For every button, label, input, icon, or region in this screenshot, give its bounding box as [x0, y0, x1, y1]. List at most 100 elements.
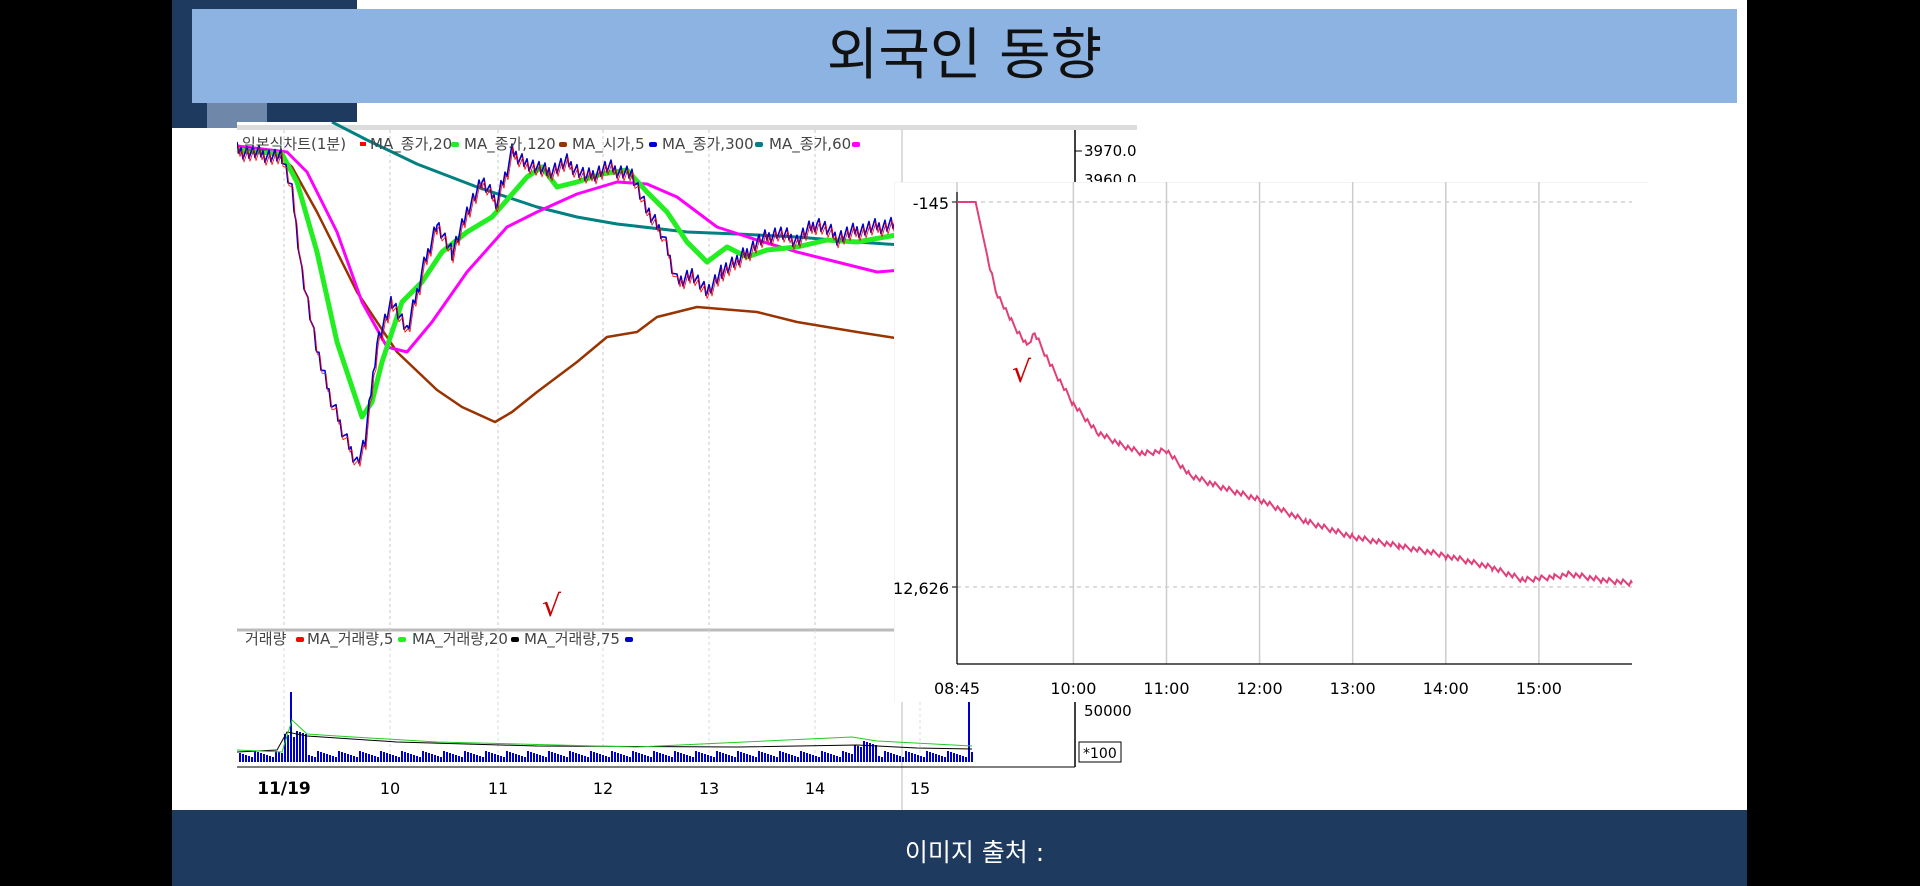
- volume-bar: [683, 754, 685, 762]
- volume-bar: [749, 755, 751, 762]
- volume-bar: [716, 751, 718, 762]
- volume-bar: [512, 753, 514, 762]
- volume-bar: [440, 757, 442, 762]
- volume-bar: [344, 753, 346, 762]
- volume-bar: [443, 751, 445, 762]
- volume-bar: [620, 754, 622, 762]
- volume-bar: [932, 753, 934, 762]
- volume-bar: [731, 756, 733, 762]
- volume-bar: [719, 752, 721, 762]
- volume-bar: [389, 754, 391, 762]
- volume-bar: [398, 757, 400, 762]
- volume-bar: [752, 756, 754, 762]
- slide-title: 외국인 동향: [826, 23, 1103, 88]
- volume-bar: [845, 752, 847, 762]
- volume-bar: [317, 751, 319, 762]
- volume-bar: [500, 756, 502, 762]
- volume-bar: [839, 757, 841, 762]
- volume-bar: [881, 757, 883, 762]
- right-annotation-check: √: [1012, 355, 1032, 390]
- candle-shadow-line: [237, 144, 903, 467]
- volume-bar: [575, 753, 577, 762]
- volume-bar: [686, 755, 688, 762]
- volume-bar: [509, 752, 511, 762]
- volume-bar: [326, 754, 328, 762]
- legend-swatch-2: [649, 142, 657, 147]
- foreign-series-line: [957, 201, 1633, 588]
- volume-bar: [239, 753, 241, 762]
- volume-bar: [503, 757, 505, 762]
- volume-bar: [794, 756, 796, 762]
- volume-bar: [428, 753, 430, 762]
- right-x-tick-4: 13:00: [1330, 679, 1376, 698]
- chart-legend: 일본식차트(1분) MA_종가,20 MA_종가,120 MA_시가,5 MA_종가,3…: [242, 135, 860, 154]
- volume-bar: [827, 753, 829, 762]
- volume-bar: [947, 751, 949, 762]
- volume-bar: [539, 755, 541, 762]
- volume-bar: [548, 751, 550, 762]
- ma-open-5-line: [237, 150, 903, 424]
- volume-bar: [491, 753, 493, 762]
- volume-bar: [407, 753, 409, 762]
- volume-bar: [584, 756, 586, 762]
- volume-bar: [830, 754, 832, 762]
- legend-item-4: MA_종가,60: [769, 135, 851, 154]
- foreign-net-buy-line: [957, 201, 1633, 588]
- volume-bar: [608, 757, 610, 762]
- volume-bar: [773, 756, 775, 762]
- volume-bar: [455, 755, 457, 762]
- volume-bar: [524, 757, 526, 762]
- volume-bar: [302, 733, 304, 762]
- volume-bar: [263, 754, 265, 762]
- volume-bar: [689, 756, 691, 762]
- volume-bar: [866, 742, 868, 762]
- volume-bar: [782, 752, 784, 762]
- volume-bar: [290, 692, 292, 762]
- volume-bar: [650, 757, 652, 762]
- x-tick-0: 11/19: [257, 779, 311, 799]
- slide: 외국인 동향 일본식차트(1분) MA_종가,20 MA_종가,120 MA_시가,5…: [172, 0, 1747, 886]
- volume-bar: [590, 751, 592, 762]
- volume-bar: [890, 753, 892, 762]
- x-tick-4: 13: [699, 779, 719, 798]
- volume-bar: [674, 751, 676, 762]
- volume-bar: [704, 754, 706, 762]
- volume-bar: [569, 751, 571, 762]
- volume-bar: [734, 757, 736, 762]
- volume-ma-20: [237, 719, 973, 753]
- volume-bar: [353, 756, 355, 762]
- volume-bar: [887, 752, 889, 762]
- volume-bar: [533, 753, 535, 762]
- volume-bar: [914, 754, 916, 762]
- volume-bar: [728, 755, 730, 762]
- volume-bar: [425, 752, 427, 762]
- volume-bar: [356, 757, 358, 762]
- volume-bar: [299, 732, 301, 762]
- volume-bar: [758, 751, 760, 762]
- volume-bar: [662, 754, 664, 762]
- volume-bar: [611, 751, 613, 762]
- volume-bar: [671, 757, 673, 762]
- volume-bar: [371, 755, 373, 762]
- volume-bar: [599, 754, 601, 762]
- volume-bar: [950, 752, 952, 762]
- volume-bar: [851, 754, 853, 762]
- volume-bar: [695, 751, 697, 762]
- volume-y-tick-label: 50000: [1084, 702, 1132, 720]
- volume-bar: [308, 755, 310, 762]
- volume-bar: [431, 754, 433, 762]
- volume-bar: [713, 757, 715, 762]
- volume-unit-label: *100: [1083, 746, 1117, 762]
- volume-bar: [929, 752, 931, 762]
- volume-bar: [605, 756, 607, 762]
- volume-bar: [965, 757, 967, 762]
- volume-bar: [296, 731, 298, 762]
- x-tick-5: 14: [805, 779, 825, 798]
- volume-bar: [938, 755, 940, 762]
- volume-bar: [242, 754, 244, 762]
- volume-bar: [536, 754, 538, 762]
- volume-bar: [878, 756, 880, 762]
- volume-bar: [659, 753, 661, 762]
- volume-bar: [632, 751, 634, 762]
- volume-bar: [401, 751, 403, 762]
